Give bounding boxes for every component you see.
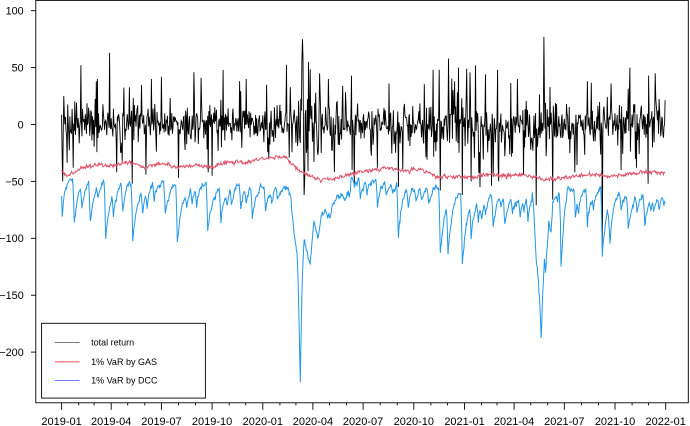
svg-text:2019-04: 2019-04 [91,416,131,426]
svg-text:2021-01: 2021-01 [444,416,484,426]
svg-text:50: 50 [12,63,24,75]
svg-text:2020-10: 2020-10 [394,416,434,426]
svg-text:2019-01: 2019-01 [41,416,81,426]
svg-text:2021-10: 2021-10 [595,416,635,426]
svg-text:2020-04: 2020-04 [293,416,333,426]
svg-text:−50: −50 [5,176,23,188]
svg-text:2021-07: 2021-07 [544,416,584,426]
svg-text:0: 0 [18,119,24,131]
svg-text:2019-07: 2019-07 [141,416,181,426]
svg-text:−100: −100 [0,233,24,245]
svg-text:−200: −200 [0,347,24,359]
svg-text:2022-01: 2022-01 [646,416,686,426]
svg-text:2019-10: 2019-10 [192,416,232,426]
svg-text:100: 100 [6,6,24,18]
svg-text:2021-04: 2021-04 [494,416,534,426]
svg-text:2020-01: 2020-01 [243,416,283,426]
svg-text:2020-07: 2020-07 [343,416,383,426]
svg-text:−150: −150 [0,290,24,302]
svg-text:1% VaR by GAS: 1% VaR by GAS [91,357,157,367]
svg-text:total return: total return [91,338,134,348]
svg-text:1% VaR by DCC: 1% VaR by DCC [91,376,158,386]
